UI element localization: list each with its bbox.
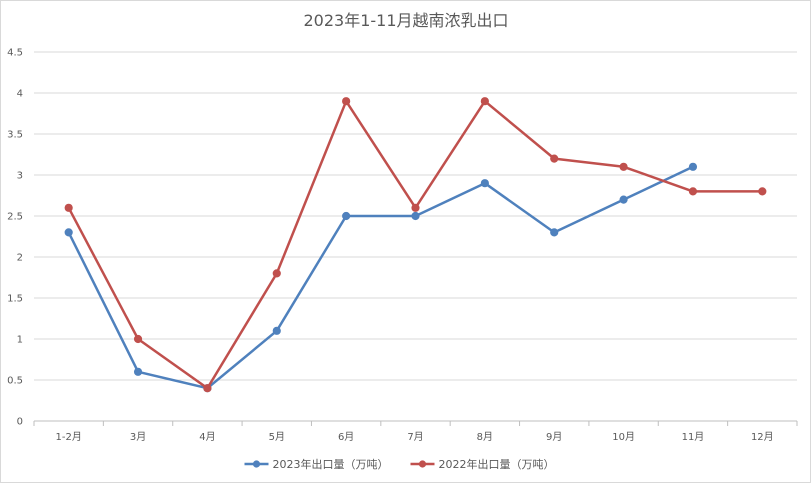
series-2 — [64, 97, 767, 393]
y-tick-label: 2 — [17, 253, 23, 264]
x-tick-label: 6月 — [338, 431, 354, 443]
series-1 — [64, 162, 698, 393]
legend-item: 2022年出口量（万吨） — [410, 457, 555, 471]
data-point — [688, 187, 698, 196]
y-tick-label: 0 — [17, 417, 23, 428]
legend: 2023年出口量（万吨） 2022年出口量（万吨） — [244, 457, 555, 471]
x-tick-label: 10月 — [612, 431, 635, 443]
legend-marker — [252, 460, 261, 468]
data-point — [619, 195, 628, 204]
legend-item: 2023年出口量（万吨） — [244, 457, 389, 471]
series-line — [67, 99, 764, 390]
x-tick-label: 5月 — [269, 431, 285, 443]
data-point — [342, 97, 351, 106]
x-tick-label: 7月 — [407, 431, 423, 443]
data-point — [64, 203, 73, 212]
data-point — [272, 269, 281, 278]
y-tick-label: 4 — [17, 89, 23, 100]
data-point — [133, 334, 143, 344]
chart-title: 2023年1-11月越南浓乳出口 — [303, 11, 508, 30]
x-tick-label: 11月 — [682, 431, 705, 443]
data-point — [133, 367, 143, 376]
y-tick-label: 3.5 — [7, 130, 23, 141]
y-tick-label: 1 — [17, 335, 23, 346]
data-point — [411, 211, 420, 221]
legend-label: 2023年出口量（万吨） — [273, 457, 389, 471]
y-tick-label: 1.5 — [7, 294, 23, 305]
x-tick-label: 1-2月 — [56, 431, 82, 443]
data-point — [480, 179, 489, 188]
series-line — [67, 165, 695, 390]
legend-label: 2022年出口量（万吨） — [439, 457, 555, 471]
grid-lines — [34, 51, 797, 422]
data-point — [550, 228, 559, 237]
x-tick-label: 12月 — [751, 431, 774, 443]
data-point — [619, 162, 628, 171]
data-point — [342, 211, 351, 221]
y-tick-label: 4.5 — [7, 48, 23, 59]
x-axis: 1-2月 3月 4月 5月 6月 7月 8月 9月 10月 11月 12月 — [33, 421, 798, 443]
legend-marker — [418, 460, 427, 468]
data-point — [411, 203, 420, 212]
x-tick-label: 4月 — [199, 431, 215, 443]
data-point — [203, 384, 212, 393]
data-point — [550, 154, 559, 163]
data-point — [272, 326, 281, 335]
y-axis: 0 0.5 1 1.5 2 2.5 3 3.5 4 4.5 — [7, 48, 23, 428]
x-tick-label: 3月 — [130, 431, 146, 443]
data-point — [64, 228, 73, 237]
y-tick-label: 3 — [17, 171, 23, 182]
y-tick-label: 0.5 — [7, 376, 23, 387]
x-tick-label: 8月 — [477, 431, 493, 443]
data-point — [758, 187, 767, 196]
y-tick-label: 2.5 — [7, 212, 23, 223]
series-lines — [64, 97, 767, 393]
x-tick-label: 9月 — [546, 431, 562, 443]
data-point — [688, 162, 698, 171]
data-point — [480, 97, 489, 106]
